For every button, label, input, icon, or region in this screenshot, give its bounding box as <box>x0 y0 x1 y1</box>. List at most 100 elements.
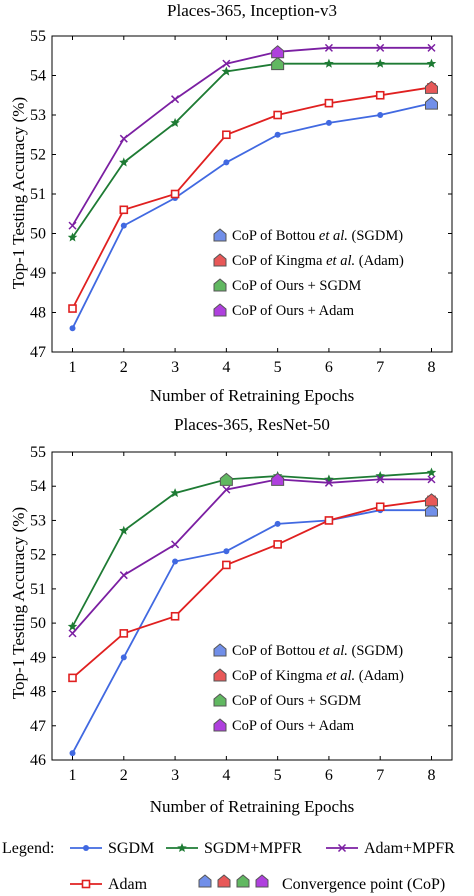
legend-cop-marker <box>255 874 269 888</box>
legend-label-adam-mpfr: Adam+MPFR <box>364 840 455 857</box>
data-point-adam <box>222 560 231 570</box>
data-point-sgdm <box>69 325 76 332</box>
data-point-adam_mpfr <box>376 43 385 52</box>
convergence-point-samples <box>198 874 269 888</box>
x-tick-label: 6 <box>325 767 333 784</box>
data-point-sgdm <box>377 112 384 118</box>
data-point-adam <box>170 611 180 621</box>
x-axis-label: Number of Retraining Epochs <box>150 797 354 816</box>
data-point-sgdm_mpfr <box>170 117 180 127</box>
inner-legend-item: CoP of Kingma et al. (Adam) <box>213 668 404 684</box>
sgdm-line-sample <box>70 845 102 851</box>
x-tick-label: 8 <box>427 359 435 376</box>
data-point-adam_mpfr <box>171 95 180 104</box>
y-axis-label: Top-1 Testing Accuracy (%) <box>9 97 28 289</box>
legend-cop-marker <box>236 874 250 888</box>
data-point-sgdm <box>120 654 127 661</box>
data-point-adam <box>119 205 129 215</box>
y-tick-label: 55 <box>30 28 46 45</box>
series-line-sgdm_mpfr <box>71 62 432 239</box>
data-point-sgdm_mpfr <box>375 58 385 68</box>
inner-legend-label: CoP of Ours + SGDM <box>232 693 361 709</box>
inner-legend-marker <box>213 303 227 317</box>
y-axis-label: Top-1 Testing Accuracy (%) <box>9 507 28 699</box>
chart-title: Places-365, Inception-v3 <box>167 1 337 20</box>
inner-legend: CoP of Bottou et al. (SGDM) CoP of Kingma… <box>213 643 404 734</box>
data-point-adam <box>68 304 77 313</box>
inner-legend-label: CoP of Ours + SGDM <box>232 278 361 294</box>
inner-legend-label-part: CoP of Kingma <box>232 253 326 269</box>
inner-legend-label-part: CoP of Ours + Adam <box>232 303 355 319</box>
data-point-adam <box>170 189 180 199</box>
bottom-legend: Legend: SGDM SGDM+MPFR Adam+MPFR Adam Co… <box>2 840 455 893</box>
chart-inception-v3: Places-365, Inception-v3 Top-1 Testing A… <box>9 1 453 405</box>
data-point-sgdm <box>223 548 230 555</box>
data-point-adam <box>68 673 77 683</box>
legend-item-adam: Adam <box>70 876 148 893</box>
convergence-point-adam <box>424 80 438 94</box>
y-tick-label: 49 <box>30 649 46 666</box>
y-tick-label: 53 <box>30 512 46 529</box>
legend-heading: Legend: <box>2 840 54 857</box>
data-point-sgdm <box>172 558 179 565</box>
inner-legend-item: CoP of Ours + SGDM <box>213 278 361 294</box>
legend-label-convergence-point: Convergence point (CoP) <box>282 876 445 893</box>
inner-legend-label-part: et al. <box>326 668 355 684</box>
inner-legend-marker <box>213 278 227 292</box>
inner-legend-label-part: (SGDM) <box>348 643 403 659</box>
data-point-adam_mpfr <box>222 59 231 68</box>
data-point-sgdm_mpfr <box>67 232 78 242</box>
data-point-sgdm_mpfr <box>119 525 129 535</box>
convergence-point-adam_mpfr <box>271 45 285 59</box>
data-point-adam <box>324 98 334 108</box>
x-tick-label: 8 <box>427 767 435 784</box>
y-tick-label: 53 <box>30 107 46 124</box>
inner-legend-label-part: CoP of Bottou <box>232 228 319 244</box>
inner-legend-label: CoP of Bottou et al. (SGDM) <box>232 643 403 659</box>
inner-legend-label: CoP of Ours + Adam <box>232 303 355 319</box>
series-line-adam_mpfr <box>71 46 432 227</box>
data-point-sgdm <box>274 520 281 527</box>
legend-item-sgdm: SGDM <box>70 840 154 857</box>
x-tick-label: 5 <box>274 767 282 784</box>
data-point-adam_mpfr <box>68 221 77 230</box>
sgdm-mpfr-line-sample <box>166 843 198 853</box>
legend-item-convergence-point: Convergence point (CoP) <box>198 874 445 893</box>
data-point-sgdm_mpfr <box>375 470 385 480</box>
plot-frame <box>51 451 453 761</box>
x-tick-label: 1 <box>69 767 77 784</box>
data-point-sgdm_mpfr <box>324 58 334 68</box>
chart-title: Places-365, ResNet-50 <box>174 415 330 434</box>
inner-legend-label-part: (SGDM) <box>348 228 403 244</box>
y-tick-label: 48 <box>30 305 46 322</box>
inner-legend-label-part: CoP of Ours + Adam <box>232 718 355 734</box>
x-tick-label: 2 <box>120 359 128 376</box>
chart-resnet-50: Places-365, ResNet-50 Top-1 Testing Accu… <box>9 415 453 816</box>
convergence-points <box>271 45 438 110</box>
inner-legend-item: CoP of Bottou et al. (SGDM) <box>213 643 403 659</box>
y-tick-label: 49 <box>30 265 46 282</box>
data-point-sgdm <box>223 159 230 166</box>
inner-legend-label-part: et al. <box>326 253 355 269</box>
convergence-points <box>219 472 438 517</box>
x-tick-label: 1 <box>69 359 77 376</box>
data-point-sgdm_mpfr <box>426 467 437 477</box>
legend-label-sgdm: SGDM <box>108 840 154 857</box>
legend-cop-marker <box>198 874 212 888</box>
y-tick-label: 52 <box>30 547 46 564</box>
inner-legend: CoP of Bottou et al. (SGDM) CoP of Kingma… <box>213 228 404 319</box>
x-tick-label: 2 <box>120 767 128 784</box>
x-tick-label: 6 <box>325 359 333 376</box>
x-tick-label: 4 <box>222 359 230 376</box>
inner-legend-label-part: et al. <box>319 643 348 659</box>
convergence-point-sgdm_mpfr <box>271 56 285 71</box>
data-point-adam_mpfr <box>119 571 128 580</box>
inner-legend-item: CoP of Ours + Adam <box>213 718 355 734</box>
y-tick-label: 54 <box>30 68 46 85</box>
series-line-sgdm_mpfr <box>71 471 432 627</box>
inner-legend-label: CoP of Kingma et al. (Adam) <box>232 668 404 684</box>
data-point-sgdm_mpfr <box>324 474 334 484</box>
y-tick-label: 47 <box>30 718 46 735</box>
data-point-adam_mpfr <box>222 485 231 494</box>
